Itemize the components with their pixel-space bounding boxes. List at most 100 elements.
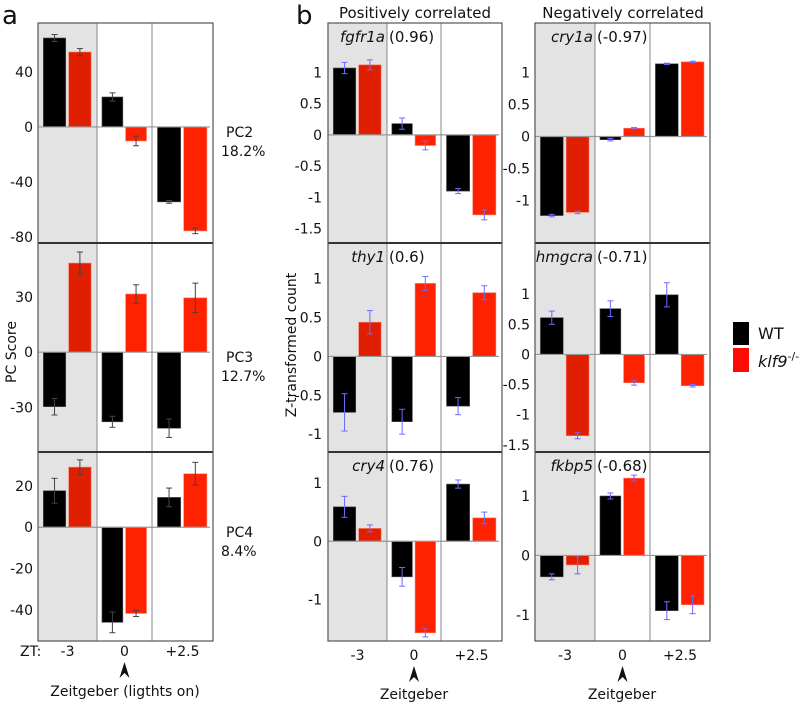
zt-prefix: ZT: bbox=[20, 644, 41, 660]
bar-ko-0 bbox=[414, 283, 436, 357]
y-tick-label: -40 bbox=[10, 603, 33, 619]
y-tick-label: -1 bbox=[308, 427, 322, 443]
pc-score-axis-label: PC Score bbox=[4, 321, 20, 383]
y-tick-label: 1 bbox=[313, 272, 322, 288]
bar-ko--3 bbox=[565, 354, 590, 437]
y-tick-label: -40 bbox=[10, 175, 33, 191]
pc-label: PC3 bbox=[226, 350, 253, 366]
subplot-PC3: 30 0 -30 PC3 12.7% bbox=[10, 251, 265, 438]
bar-wt-+2.5 bbox=[446, 134, 470, 192]
subplot-fkbp5: 1 0 -1 fkbp5 (-0.68) bbox=[516, 457, 707, 624]
panel-b-positive: 1 0.5 0 -0.5 -1 -1.5 fgfr1a (0.96) 1 0.5 0 -0.5 -1 th… bbox=[295, 22, 503, 682]
x-tick-label: +2.5 bbox=[663, 648, 697, 664]
y-tick-label: 20 bbox=[15, 479, 33, 495]
legend-ko-name: klf9 bbox=[758, 352, 788, 371]
plot-area: 400-40-80PC218.2%300-30PC312.7%200-20-40… bbox=[10, 22, 711, 682]
bar-ko--3 bbox=[358, 64, 382, 136]
x-tick-label: +2.5 bbox=[166, 644, 200, 660]
bar-wt-0 bbox=[101, 351, 124, 423]
bar-wt--3 bbox=[43, 37, 67, 128]
y-tick-label: -0.5 bbox=[295, 159, 322, 175]
x-tick-label: 0 bbox=[410, 648, 419, 664]
x-tick-label: +2.5 bbox=[455, 648, 489, 664]
bar-ko--3 bbox=[565, 136, 590, 213]
legend-label-wt: WT bbox=[758, 324, 784, 343]
correlation-value: (-0.68) bbox=[597, 457, 648, 475]
y-tick-label: 0 bbox=[521, 347, 530, 363]
y-tick-label: 1 bbox=[313, 476, 322, 492]
bar-ko--3 bbox=[68, 262, 92, 353]
gene-name: hmgcra bbox=[536, 248, 593, 266]
subplot-cry4: 1 0 -1 cry4 (0.76) bbox=[308, 457, 499, 638]
y-tick-label: -1 bbox=[308, 190, 322, 206]
correlation-value: (0.96) bbox=[389, 28, 434, 46]
subplot-fgfr1a: 1 0.5 0 -0.5 -1 -1.5 fgfr1a (0.96) bbox=[295, 28, 499, 238]
bar-ko-+2.5 bbox=[183, 126, 208, 232]
x-tick-label: 0 bbox=[618, 648, 627, 664]
bar-ko-+2.5 bbox=[680, 354, 705, 387]
subplot-thy1: 1 0.5 0 -0.5 -1 thy1 (0.6) bbox=[295, 248, 499, 443]
y-tick-label: 40 bbox=[15, 65, 33, 81]
y-tick-label: -0.5 bbox=[503, 161, 530, 177]
bar-wt-+2.5 bbox=[655, 63, 679, 137]
y-tick-label: 0.5 bbox=[300, 97, 322, 113]
y-tick-label: -1.5 bbox=[503, 438, 530, 454]
y-tick-label: 0 bbox=[24, 345, 33, 361]
gene-name: cry1a bbox=[551, 28, 593, 46]
bar-wt--3 bbox=[333, 67, 357, 136]
y-tick-label: -1 bbox=[516, 408, 530, 424]
y-tick-label: 0 bbox=[313, 128, 322, 144]
gene-name: thy1 bbox=[351, 248, 385, 266]
zeitgeber-label-b-negative: Zeitgeber bbox=[588, 687, 657, 703]
bar-wt-+2.5 bbox=[157, 126, 181, 203]
y-tick-label: -1 bbox=[516, 608, 530, 624]
y-tick-label: 0 bbox=[313, 349, 322, 365]
y-tick-label: 0 bbox=[313, 534, 322, 550]
bar-ko-+2.5 bbox=[472, 292, 497, 357]
legend-swatch-wt bbox=[733, 322, 749, 345]
y-tick-label: 0 bbox=[521, 130, 530, 146]
panel-a-letter: a bbox=[2, 1, 18, 31]
pc-variance-label: 8.4% bbox=[221, 544, 257, 560]
y-tick-label: 0 bbox=[24, 520, 33, 536]
bar-ko-0 bbox=[623, 127, 645, 137]
lights-on-arrow-icon bbox=[119, 662, 130, 678]
subplot-hmgcra: 1 0.5 0 -0.5 -1 -1.5 hmgcra (-0.71) bbox=[503, 248, 707, 454]
subplot-PC2: 40 0 -40 -80 PC2 18.2% bbox=[10, 34, 265, 246]
bar-ko-+2.5 bbox=[472, 134, 497, 216]
legend-ko-superscript: -/- bbox=[788, 350, 799, 363]
positively-correlated-header: Positively correlated bbox=[339, 4, 491, 22]
y-tick-label: -30 bbox=[10, 400, 33, 416]
y-tick-label: -0.5 bbox=[295, 388, 322, 404]
lights-on-arrow-icon bbox=[409, 666, 419, 682]
y-tick-label: -1.5 bbox=[295, 222, 322, 238]
y-tick-label: 30 bbox=[15, 290, 33, 306]
y-tick-label: -1 bbox=[516, 193, 530, 209]
pc-label: PC2 bbox=[226, 125, 253, 141]
bar-wt-+2.5 bbox=[157, 351, 181, 429]
z-count-axis-label: Z-transformed count bbox=[284, 272, 300, 417]
subplot-cry1a: 1 0.5 0 -0.5 -1 cry1a (-0.97) bbox=[503, 28, 707, 218]
y-tick-label: 0 bbox=[521, 548, 530, 564]
subplot-PC4: 20 0 -20 -40 PC4 8.4% bbox=[10, 459, 257, 634]
bar-ko-0 bbox=[414, 540, 436, 634]
bar-wt--3 bbox=[540, 136, 564, 216]
bar-wt-+2.5 bbox=[446, 483, 470, 542]
legend: WT klf9-/- bbox=[733, 322, 799, 372]
plot-frame bbox=[37, 22, 214, 642]
pc-variance-label: 12.7% bbox=[221, 369, 265, 385]
bar-ko-0 bbox=[125, 526, 147, 614]
legend-label-ko: klf9-/- bbox=[758, 350, 799, 371]
bar-wt-0 bbox=[599, 495, 622, 556]
x-tick-label: -3 bbox=[61, 644, 75, 660]
y-tick-label: -1 bbox=[308, 593, 322, 609]
y-tick-label: -20 bbox=[10, 562, 33, 578]
pc-variance-label: 18.2% bbox=[221, 144, 265, 160]
gene-name: cry4 bbox=[352, 457, 385, 475]
plot-frame bbox=[534, 22, 711, 642]
negatively-correlated-header: Negatively correlated bbox=[542, 4, 704, 22]
correlation-value: (0.6) bbox=[389, 248, 425, 266]
bar-ko--3 bbox=[68, 51, 92, 128]
gene-name: fgfr1a bbox=[340, 28, 385, 46]
